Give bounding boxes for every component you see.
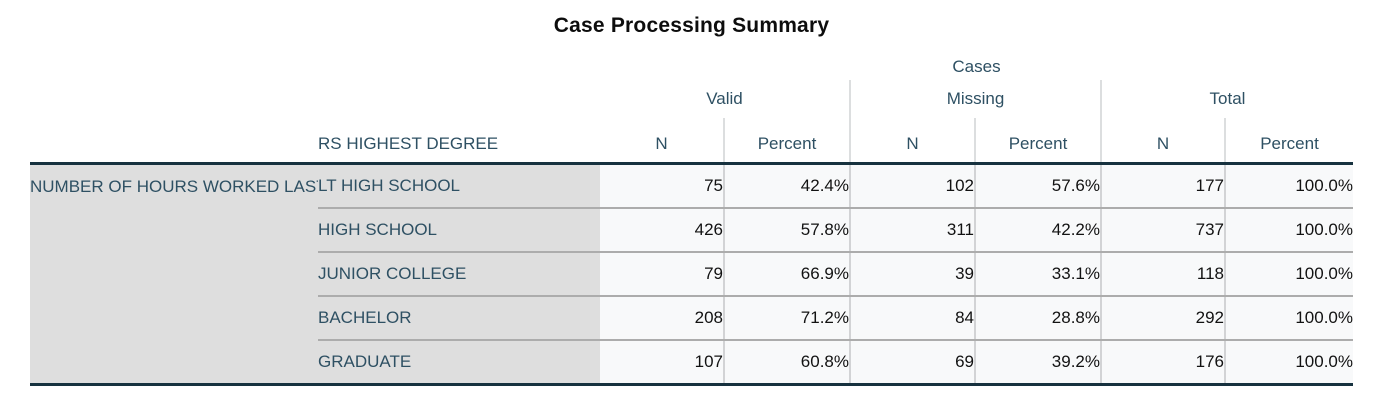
cell-total-n: 292: [1100, 296, 1225, 341]
cell-missing-percent: 42.2%: [974, 208, 1101, 253]
cell-total-percent: 100.0%: [1224, 252, 1353, 297]
cell-total-percent: 100.0%: [1224, 208, 1353, 253]
cell-total-n: 118: [1100, 252, 1225, 297]
row-label: HIGH SCHOOL: [318, 208, 600, 253]
row-stub-variable-label-text: NUMBER OF HOURS WORKED LAST WEEK: [30, 177, 318, 196]
col-header-total-percent: Percent: [1224, 118, 1353, 165]
cell-valid-percent: 66.9%: [723, 252, 850, 297]
table-corner-blank: [30, 57, 600, 118]
cell-missing-percent: 39.2%: [974, 340, 1101, 386]
row-label: LT HIGH SCHOOL: [318, 163, 600, 209]
col-group-header-cases: Cases: [600, 57, 1353, 80]
cell-valid-n: 79: [600, 252, 724, 297]
row-label: JUNIOR COLLEGE: [318, 252, 600, 297]
row-label: BACHELOR: [318, 296, 600, 341]
cell-total-n: 176: [1100, 340, 1225, 386]
col-group-header-valid: Valid: [600, 80, 850, 118]
cell-valid-n: 75: [600, 163, 724, 209]
col-group-header-total: Total: [1100, 80, 1353, 118]
cell-missing-n: 39: [849, 252, 975, 297]
cell-missing-percent: 28.8%: [974, 296, 1101, 341]
cell-missing-percent: 57.6%: [974, 163, 1101, 209]
cell-valid-n: 107: [600, 340, 724, 386]
table-row: NUMBER OF HOURS WORKED LAST WEEK LT HIGH…: [30, 163, 1353, 386]
cell-missing-n: 69: [849, 340, 975, 386]
cell-valid-percent: 60.8%: [723, 340, 850, 386]
col-header-valid-n: N: [600, 118, 724, 165]
col-header-total-n: N: [1100, 118, 1225, 165]
cell-total-percent: 100.0%: [1224, 296, 1353, 341]
row-dimension-header: RS HIGHEST DEGREE: [318, 118, 600, 165]
cell-total-percent: 100.0%: [1224, 163, 1353, 209]
table-row: HIGH SCHOOL 426 57.8% 311 42.2% 737 100.…: [30, 208, 1353, 253]
cell-valid-percent: 57.8%: [723, 208, 850, 253]
cell-valid-n: 426: [600, 208, 724, 253]
table-row: JUNIOR COLLEGE 79 66.9% 39 33.1% 118 100…: [30, 252, 1353, 297]
cell-valid-percent: 42.4%: [723, 163, 850, 209]
cell-total-n: 737: [1100, 208, 1225, 253]
page-title: Case Processing Summary: [553, 14, 830, 37]
cell-valid-percent: 71.2%: [723, 296, 850, 341]
cell-total-n: 177: [1100, 163, 1225, 209]
cell-missing-n: 311: [849, 208, 975, 253]
table-row: GRADUATE 107 60.8% 69 39.2% 176 100.0%: [30, 340, 1353, 386]
cell-total-percent: 100.0%: [1224, 340, 1353, 386]
col-header-missing-n: N: [849, 118, 975, 165]
case-processing-summary-table: Cases Valid Missing Total RS HIGHEST DEG…: [30, 57, 1353, 386]
cell-missing-n: 84: [849, 296, 975, 341]
col-header-valid-percent: Percent: [723, 118, 850, 165]
row-stub-variable-label: NUMBER OF HOURS WORKED LAST WEEK: [30, 163, 318, 386]
col-header-missing-percent: Percent: [974, 118, 1101, 165]
col-group-header-missing: Missing: [849, 80, 1101, 118]
table-row: BACHELOR 208 71.2% 84 28.8% 292 100.0%: [30, 296, 1353, 341]
cell-missing-n: 102: [849, 163, 975, 209]
row-label: GRADUATE: [318, 340, 600, 386]
cell-valid-n: 208: [600, 296, 724, 341]
cell-missing-percent: 33.1%: [974, 252, 1101, 297]
stub-header-blank: [30, 118, 318, 165]
